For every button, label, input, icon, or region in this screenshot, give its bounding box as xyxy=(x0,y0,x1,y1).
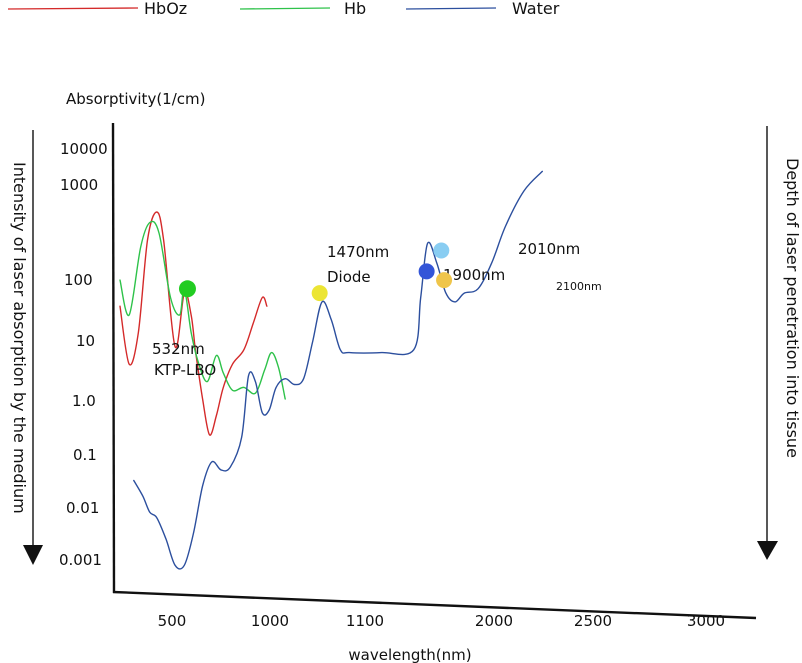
y-tick-label: 0.01 xyxy=(66,499,99,517)
left-side-indicator: Intensity of laser absorption by the med… xyxy=(10,130,43,565)
y-tick-label: 100 xyxy=(64,271,93,289)
laser-marker-1900nm xyxy=(418,263,435,280)
legend-label-hb: Hb xyxy=(344,0,366,18)
annotation-layer: 532nm KTP-LBO 1470nm Diode 1900nm 2010nm 2100n… xyxy=(152,240,602,379)
laser-marker-532nm xyxy=(178,280,196,298)
x-tick-label: 500 xyxy=(158,612,187,630)
x-axis-line xyxy=(112,590,757,620)
series-line-water xyxy=(133,170,543,570)
y-tick-label: 10000 xyxy=(60,140,108,158)
y-tick-label: 0.1 xyxy=(73,446,97,464)
legend-swatch-hb xyxy=(239,7,331,10)
y-axis-line xyxy=(111,122,116,594)
x-tick-label: 2500 xyxy=(574,612,612,630)
y-tick-labels: 10000 1000 100 10 1.0 0.1 0.01 0.001 xyxy=(59,140,108,569)
right-arrow-head xyxy=(757,541,778,560)
right-side-indicator: Depth of laser penetration into tissue xyxy=(757,126,802,560)
y-tick-label: 10 xyxy=(76,332,95,350)
laser-sublabel-532nm: KTP-LBO xyxy=(154,361,216,379)
y-tick-label: 1.0 xyxy=(72,392,96,410)
right-axis-label: Depth of laser penetration into tissue xyxy=(783,158,802,458)
left-axis-label: Intensity of laser absorption by the med… xyxy=(10,162,29,514)
laser-label-1470nm: 1470nm xyxy=(327,243,389,261)
y-axis-title: Absorptivity(1/cm) xyxy=(66,90,205,108)
legend-swatch-hboz xyxy=(7,7,139,10)
legend-swatch-water xyxy=(405,7,497,10)
legend-label-water: Water xyxy=(512,0,560,18)
series-line-hboz xyxy=(119,211,268,436)
laser-marker-2010nm xyxy=(433,242,450,259)
axes xyxy=(111,122,757,620)
x-axis-title: wavelength(nm) xyxy=(348,646,471,663)
series-line-hb xyxy=(119,220,286,400)
left-arrow-head xyxy=(23,545,43,565)
laser-label-2010nm: 2010nm xyxy=(518,240,580,258)
laser-marker-1470nm xyxy=(311,285,328,302)
laser-label-2100nm: 2100nm xyxy=(556,280,602,293)
laser-sublabel-1470nm: Diode xyxy=(327,268,371,286)
x-tick-labels: 500 1000 1100 2000 2500 3000 xyxy=(158,612,725,630)
legend-label-hboz: HbOz xyxy=(144,0,187,18)
series-layer xyxy=(119,170,543,570)
laser-label-1900nm: 1900nm xyxy=(443,266,505,284)
y-tick-label: 1000 xyxy=(60,176,98,194)
x-tick-label: 3000 xyxy=(687,612,725,630)
laser-label-532nm: 532nm xyxy=(152,340,205,358)
x-tick-label: 2000 xyxy=(475,612,513,630)
legend: HbOz Hb Water xyxy=(7,0,560,18)
x-tick-label: 1000 xyxy=(251,612,289,630)
y-tick-label: 0.001 xyxy=(59,551,102,569)
x-tick-label: 1100 xyxy=(346,612,384,630)
laser-marker-2100nm xyxy=(436,272,453,289)
